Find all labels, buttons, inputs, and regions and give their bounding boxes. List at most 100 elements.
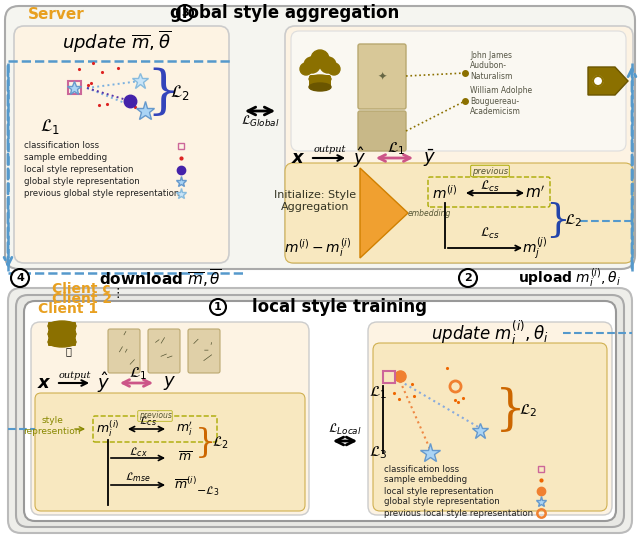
Text: global style representation: global style representation	[24, 177, 140, 187]
Text: $\mathcal{L}_{cs}$: $\mathcal{L}_{cs}$	[480, 226, 500, 241]
FancyBboxPatch shape	[16, 295, 624, 527]
Text: $\mathcal{L}_{cs}$: $\mathcal{L}_{cs}$	[480, 179, 500, 194]
FancyBboxPatch shape	[148, 329, 180, 373]
Text: William Adolphe
Bouguereau-
Academicism: William Adolphe Bouguereau- Academicism	[470, 86, 532, 116]
Text: $\mathcal{L}_{Global}$: $\mathcal{L}_{Global}$	[241, 114, 279, 129]
Ellipse shape	[48, 337, 76, 347]
Text: global style aggregation: global style aggregation	[170, 4, 399, 22]
Text: $\mathcal{L}_{cs}$: $\mathcal{L}_{cs}$	[139, 414, 157, 428]
Text: $m'$: $m'$	[525, 184, 545, 201]
Text: $\mathcal{L}_1$: $\mathcal{L}_1$	[387, 141, 405, 157]
Text: $\mathcal{L}_1$: $\mathcal{L}_1$	[129, 366, 147, 382]
Text: $\mathcal{L}_2$: $\mathcal{L}_2$	[564, 213, 582, 229]
Text: Client 2: Client 2	[52, 292, 112, 306]
Circle shape	[459, 269, 477, 287]
Text: $m_i'$: $m_i'$	[177, 420, 193, 438]
FancyBboxPatch shape	[309, 75, 331, 87]
Text: sample embedding: sample embedding	[24, 154, 107, 162]
Text: style
represention: style represention	[23, 417, 81, 436]
Text: classification loss: classification loss	[384, 465, 459, 473]
Text: Initialize: Style
Aggregation: Initialize: Style Aggregation	[274, 190, 356, 212]
Text: Client 1: Client 1	[38, 302, 98, 316]
Text: embedding: embedding	[408, 208, 451, 217]
Text: Client c: Client c	[52, 282, 111, 296]
Polygon shape	[588, 67, 628, 95]
Text: }: }	[146, 68, 180, 118]
Circle shape	[177, 5, 193, 21]
Text: $update\ \overline{m},\overline{\theta}$: $update\ \overline{m},\overline{\theta}$	[63, 29, 172, 55]
Text: $\mathcal{L}_{Local}$: $\mathcal{L}_{Local}$	[328, 421, 362, 437]
Text: previous local style representation: previous local style representation	[384, 509, 533, 518]
Ellipse shape	[48, 329, 76, 339]
FancyBboxPatch shape	[368, 322, 612, 515]
Bar	[178, 143, 184, 149]
Text: ⋮: ⋮	[112, 287, 124, 300]
Text: $y$: $y$	[163, 374, 177, 392]
Circle shape	[311, 50, 329, 68]
Text: $\mathcal{L}_2$: $\mathcal{L}_2$	[170, 83, 190, 102]
FancyBboxPatch shape	[291, 31, 626, 151]
Text: $\overline{m}$: $\overline{m}$	[178, 451, 192, 465]
Bar	[383, 371, 395, 383]
FancyBboxPatch shape	[108, 329, 140, 373]
Text: 🔒: 🔒	[65, 346, 71, 356]
FancyBboxPatch shape	[373, 343, 607, 511]
Text: $\mathcal{L}_3$: $\mathcal{L}_3$	[369, 445, 387, 461]
FancyBboxPatch shape	[5, 6, 635, 269]
Bar	[68, 81, 81, 94]
Text: $\mathcal{L}_2$: $\mathcal{L}_2$	[519, 403, 537, 419]
Text: Server: Server	[28, 7, 84, 22]
Text: previous global style representation: previous global style representation	[24, 189, 179, 199]
Text: 3: 3	[181, 8, 189, 18]
Text: $\overline{m}^{(i)}$: $\overline{m}^{(i)}$	[173, 477, 196, 493]
Ellipse shape	[48, 321, 76, 331]
Text: $\boldsymbol{x}$: $\boldsymbol{x}$	[291, 149, 305, 167]
Text: output: output	[59, 371, 91, 379]
Text: 1: 1	[214, 302, 222, 312]
Text: $\hat{y}$: $\hat{y}$	[353, 146, 367, 170]
Circle shape	[11, 269, 29, 287]
Text: $\mathbf{download}\ \overline{m},\overline{\theta}$: $\mathbf{download}\ \overline{m},\overli…	[99, 267, 221, 289]
FancyBboxPatch shape	[14, 26, 229, 263]
Text: $m^{(i)} - m_i^{(i)}$: $m^{(i)} - m_i^{(i)}$	[284, 236, 352, 260]
Circle shape	[210, 299, 226, 315]
Ellipse shape	[309, 75, 331, 83]
Text: $m^{(i)}$: $m^{(i)}$	[432, 184, 458, 202]
Text: sample embedding: sample embedding	[384, 476, 467, 485]
Text: $\bar{y}$: $\bar{y}$	[423, 147, 436, 169]
FancyBboxPatch shape	[358, 111, 406, 151]
Text: previous: previous	[139, 412, 172, 420]
Circle shape	[300, 63, 312, 75]
Circle shape	[593, 76, 603, 86]
Text: $\mathcal{L}_2$: $\mathcal{L}_2$	[211, 435, 228, 451]
Text: $\boldsymbol{x}$: $\boldsymbol{x}$	[36, 374, 51, 392]
FancyBboxPatch shape	[48, 330, 76, 338]
Circle shape	[320, 57, 336, 73]
FancyBboxPatch shape	[8, 288, 632, 533]
Text: $update\ m_i^{(i)},\theta_i$: $update\ m_i^{(i)},\theta_i$	[431, 319, 549, 347]
Text: global style representation: global style representation	[384, 498, 500, 506]
Text: previous: previous	[472, 167, 508, 175]
Circle shape	[304, 57, 320, 73]
FancyBboxPatch shape	[188, 329, 220, 373]
FancyBboxPatch shape	[285, 163, 633, 263]
Text: local style representation: local style representation	[24, 166, 134, 175]
Text: local style training: local style training	[253, 298, 428, 316]
Text: output: output	[314, 146, 346, 155]
Text: $m_i^{(i)}$: $m_i^{(i)}$	[97, 419, 120, 439]
Ellipse shape	[309, 83, 331, 91]
FancyBboxPatch shape	[358, 44, 406, 109]
Text: $\mathcal{L}_1$: $\mathcal{L}_1$	[40, 116, 60, 135]
FancyBboxPatch shape	[48, 322, 76, 330]
Text: local style representation: local style representation	[384, 486, 493, 496]
Polygon shape	[360, 168, 408, 258]
FancyBboxPatch shape	[24, 301, 616, 521]
FancyBboxPatch shape	[285, 26, 633, 263]
Text: $m_j^{(j)}$: $m_j^{(j)}$	[522, 235, 548, 261]
Text: }: }	[495, 387, 525, 434]
Text: John James
Audubon-
Naturalism: John James Audubon- Naturalism	[470, 51, 513, 81]
Text: $\mathcal{L}_1$: $\mathcal{L}_1$	[369, 385, 387, 401]
Text: 2: 2	[464, 273, 472, 283]
Text: ✦: ✦	[378, 72, 387, 82]
Bar	[538, 466, 544, 472]
